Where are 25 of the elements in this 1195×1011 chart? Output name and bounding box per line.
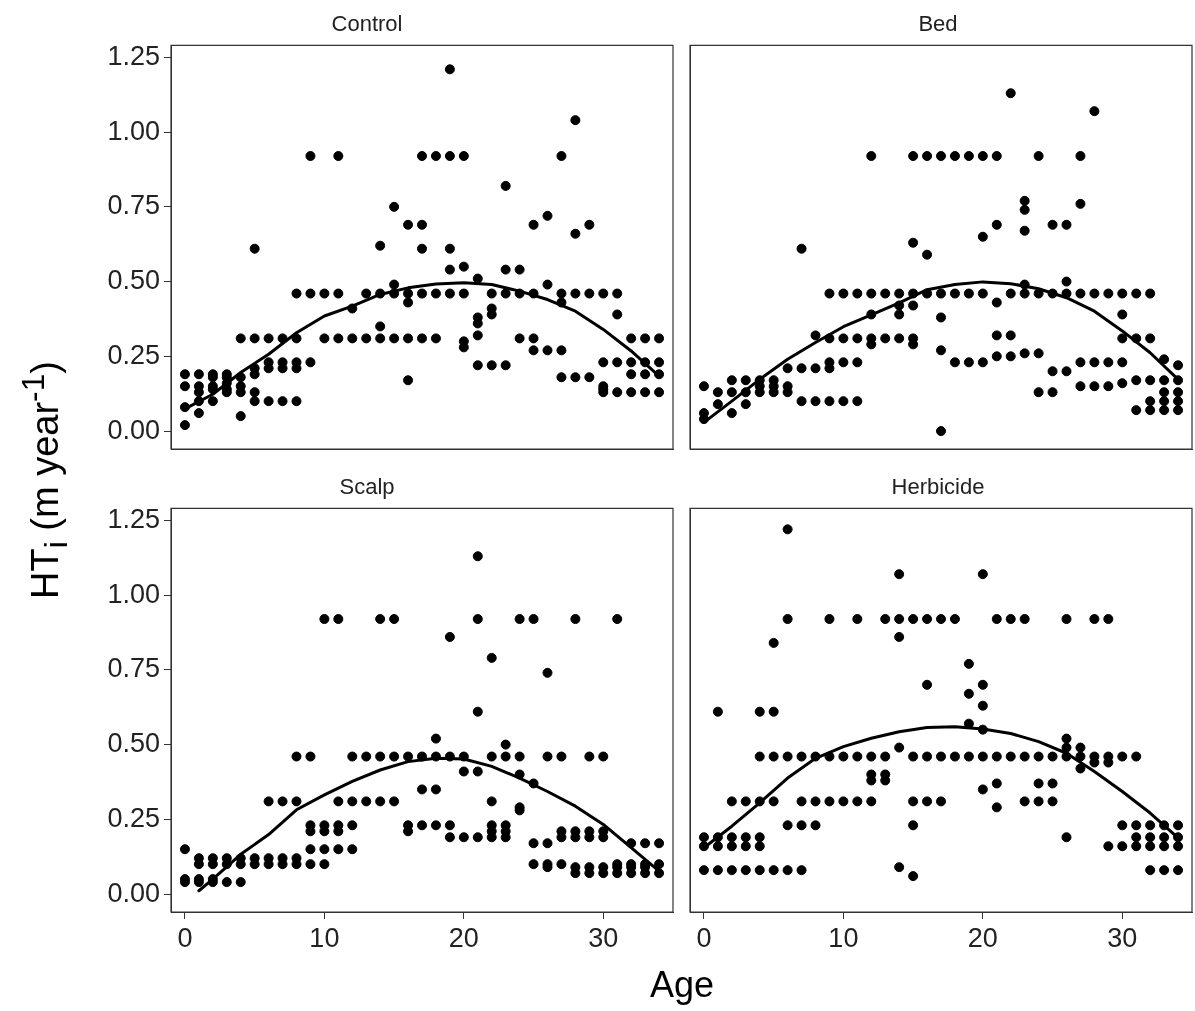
x-tick-label: 20	[967, 922, 998, 953]
y-tick-label: 0.75	[107, 190, 160, 221]
x-tick-label: 10	[309, 922, 340, 953]
chart-title: Scalp	[339, 474, 395, 500]
y-tick-label: 0.50	[107, 728, 160, 759]
y-tick-label: 0.50	[107, 265, 160, 296]
chart-title: Bed	[918, 11, 958, 37]
y-tick-label: 0.00	[107, 414, 160, 445]
y-tick-label: 1.00	[107, 578, 160, 609]
y-tick-label: 0.25	[107, 339, 160, 370]
x-tick-label: 10	[828, 922, 859, 953]
y-tick-label: 0.25	[107, 802, 160, 833]
x-tick-label: 0	[177, 922, 193, 953]
x-tick-label: 30	[588, 922, 619, 953]
y-tick-label: 1.25	[107, 40, 160, 71]
x-axis-title: Age	[649, 964, 715, 1006]
x-tick-label: 0	[696, 922, 712, 953]
x-tick-label: 30	[1107, 922, 1138, 953]
chart-title: Herbicide	[891, 474, 985, 500]
y-tick-label: 1.25	[107, 503, 160, 534]
y-tick-label: 1.00	[107, 115, 160, 146]
chart-title: Control	[331, 11, 403, 37]
y-tick-label: 0.00	[107, 877, 160, 908]
y-tick-label: 0.75	[107, 653, 160, 684]
x-tick-label: 20	[448, 922, 479, 953]
